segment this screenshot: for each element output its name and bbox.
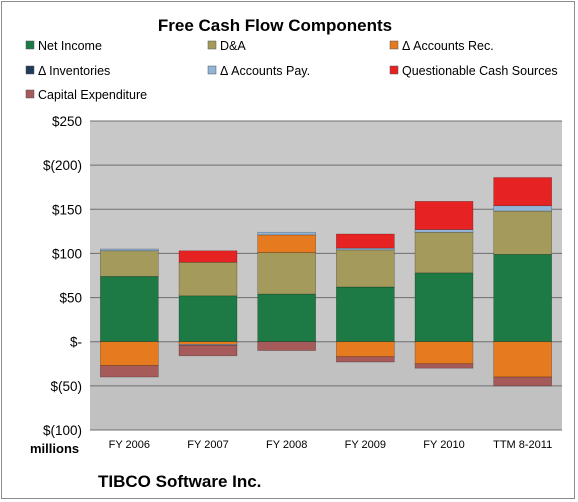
bar-segment-delta-accounts-pay [414, 229, 474, 233]
bar-segment-net-income [178, 295, 238, 343]
x-category-label: TTM 8-2011 [493, 439, 552, 451]
x-category-label: FY 2008 [266, 439, 307, 451]
legend-swatch-capital-expenditure [25, 89, 35, 99]
legend-label-delta-accounts-pay: Δ Accounts Pay. [220, 64, 310, 78]
bar-segment-delta-accounts-rec [257, 234, 316, 253]
footer-company: TIBCO Software Inc. [98, 472, 261, 491]
bar-segment-delta-accounts-rec [414, 341, 474, 365]
legend-label-delta-inventories: Δ Inventories [38, 64, 110, 78]
x-category-label: FY 2009 [345, 439, 386, 451]
bar-segment-danda [257, 252, 316, 295]
y-tick-label: $- [70, 335, 82, 350]
bar-segment-capital-expenditure [414, 363, 474, 369]
legend-label-danda: D&A [220, 39, 246, 53]
bar-segment-danda [414, 231, 474, 274]
legend-label-delta-accounts-rec: Δ Accounts Rec. [402, 39, 494, 53]
bar-segment-capital-expenditure [493, 376, 552, 387]
y-tick-label: $(100) [43, 423, 82, 438]
bar-segment-questionable-cash-sources [336, 233, 395, 249]
y-tick-label: $150 [52, 202, 82, 217]
legend-label-capital-expenditure: Capital Expenditure [38, 88, 147, 102]
bar-segment-net-income [100, 276, 159, 343]
bar-segment-delta-accounts-rec [100, 341, 159, 366]
y-tick-label: $(200) [43, 158, 82, 173]
legend-swatch-delta-accounts-pay [207, 65, 217, 75]
bar-segment-net-income [336, 286, 395, 343]
legend: Net Income D&A Δ Accounts Rec. Δ Inventorie… [25, 39, 558, 102]
bar-segment-delta-accounts-pay [493, 205, 552, 212]
legend-swatch-danda [207, 40, 217, 50]
y-tick-label: $50 [59, 291, 82, 306]
bar-segment-questionable-cash-sources [493, 177, 552, 207]
x-category-label: FY 2007 [187, 439, 228, 451]
x-category-label: FY 2010 [423, 439, 464, 451]
bar-segment-danda [336, 249, 395, 288]
bar-segment-danda [100, 250, 159, 277]
bar-segment-capital-expenditure [336, 356, 395, 363]
bar-segment-danda [178, 261, 238, 297]
legend-label-net-income: Net Income [38, 39, 102, 53]
legend-swatch-delta-inventories [25, 65, 35, 75]
bar-segment-delta-accounts-rec [493, 341, 552, 378]
y-tick-label: $250 [52, 114, 82, 129]
bar-segment-delta-accounts-pay [257, 231, 316, 236]
bar-segment-delta-accounts-rec [178, 341, 238, 345]
chart-title: Free Cash Flow Components [158, 16, 392, 35]
bar-segment-capital-expenditure [257, 341, 316, 351]
bar-segment-net-income [493, 254, 552, 343]
bar-segment-delta-accounts-pay [178, 344, 238, 346]
bar-segment-net-income [257, 293, 316, 343]
bar-segment-capital-expenditure [178, 344, 238, 357]
bar-segment-net-income [414, 272, 474, 343]
bar-segment-questionable-cash-sources [178, 250, 238, 263]
legend-swatch-delta-accounts-rec [389, 40, 399, 50]
bar-segment-delta-accounts-pay [100, 248, 159, 252]
bar-segment-danda [493, 210, 552, 255]
x-category-label: FY 2006 [109, 439, 150, 451]
bar-segment-capital-expenditure [100, 365, 159, 378]
units-label: millions [30, 441, 79, 456]
legend-label-questionable-cash-sources: Questionable Cash Sources [402, 64, 558, 78]
legend-swatch-net-income [25, 40, 35, 50]
y-tick-label: $(50) [50, 379, 82, 394]
y-tick-label: $100 [52, 246, 82, 261]
bar-segment-questionable-cash-sources [414, 201, 474, 230]
plot-area: $250 $(200) $150 $100 $50 $- $(50) $(100) FY 200… [43, 114, 562, 451]
legend-swatch-questionable-cash-sources [389, 65, 399, 75]
bar-segment-delta-accounts-rec [336, 341, 395, 358]
